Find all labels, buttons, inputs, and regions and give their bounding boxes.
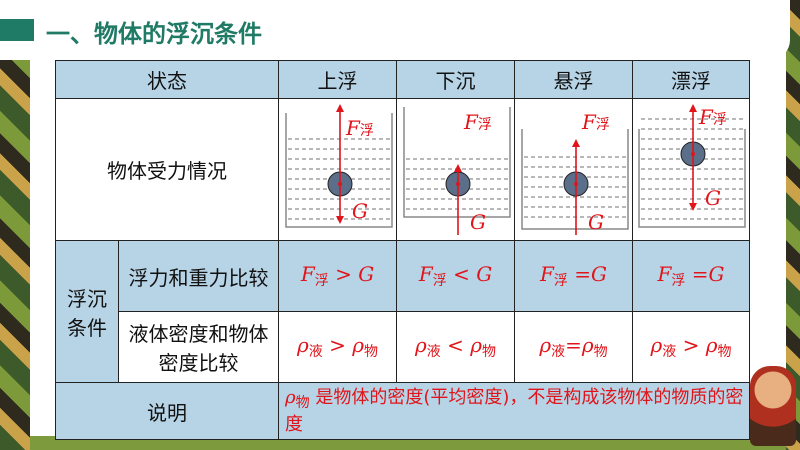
buoyancy-label: F浮 (581, 110, 610, 134)
force-expr: F浮 =G (540, 262, 607, 289)
compare-density-label: 液体密度和物体密度比较 (118, 311, 279, 383)
header-rise: 上浮 (278, 60, 397, 99)
gravity-label: G (470, 210, 486, 234)
diagram-float: F浮 G (632, 98, 750, 241)
rho-symbol: ρ (285, 386, 296, 408)
buoyancy-label: F浮 (345, 116, 374, 140)
buoyancy-table: 状态 上浮 下沉 悬浮 漂浮 物体受力情况 F浮 G F浮 G F浮 G F浮 G 浮沉… (55, 60, 750, 440)
density-expr: ρ液 > ρ物 (650, 333, 732, 360)
density-expr: ρ液=ρ物 (539, 333, 608, 360)
compare-force-rise: F浮 > G (278, 240, 397, 312)
density-expr: ρ液 > ρ物 (297, 333, 378, 360)
force-expr: F浮 =G (657, 262, 725, 289)
note-text: ρ物 是物体的密度(平均密度)，不是构成该物体的物质的密度 (278, 382, 750, 440)
note-row: 说明 ρ物 是物体的密度(平均密度)，不是构成该物体的物质的密度 (55, 382, 750, 440)
header-suspend: 悬浮 (514, 60, 633, 99)
force-row: 物体受力情况 F浮 G F浮 G F浮 G F浮 G (55, 98, 750, 257)
header-row: 状态 上浮 下沉 悬浮 漂浮 (55, 60, 750, 99)
condition-group-label: 浮沉条件 (55, 240, 119, 383)
gravity-label: G (588, 210, 604, 234)
note-body: 是物体的密度(平均密度)，不是构成该物体的物质的密度 (285, 386, 744, 435)
compare-density-float: ρ液 > ρ物 (632, 311, 750, 383)
force-expr: F浮 < G (418, 262, 493, 289)
diagram-rise: F浮 G (278, 98, 397, 241)
cartoon-character (750, 366, 796, 446)
compare-force-suspend: F浮 =G (514, 240, 633, 312)
compare-density-suspend: ρ液=ρ物 (514, 311, 633, 383)
buoyancy-label: F浮 (463, 110, 492, 134)
rho-sub: 物 (295, 394, 310, 411)
title-marker (0, 19, 34, 41)
diagram-sink: F浮 G (396, 98, 515, 247)
compare-force-sink: F浮 < G (396, 240, 515, 312)
force-row-label: 物体受力情况 (55, 98, 279, 241)
compare-density-row: 液体密度和物体密度比较 ρ液 > ρ物 ρ液 < ρ物 ρ液=ρ物 ρ液 > ρ… (55, 311, 750, 383)
compare-force-row: 浮沉条件 浮力和重力比较 F浮 > G F浮 < G F浮 =G F浮 =G (55, 240, 750, 383)
diagram-suspend: F浮 G (514, 98, 633, 257)
force-expr: F浮 > G (300, 262, 375, 289)
gravity-label: G (352, 199, 368, 223)
grass-strip (30, 436, 786, 450)
gravity-label: G (705, 186, 721, 210)
compare-density-sink: ρ液 < ρ物 (396, 311, 515, 383)
header-state: 状态 (55, 60, 279, 99)
header-float: 漂浮 (632, 60, 750, 99)
slide-header (0, 0, 790, 60)
page-title: 一、物体的浮沉条件 (46, 20, 262, 48)
density-expr: ρ液 < ρ物 (415, 333, 496, 360)
compare-force-float: F浮 =G (632, 240, 750, 312)
compare-density-rise: ρ液 > ρ物 (278, 311, 397, 383)
header-sink: 下沉 (396, 60, 515, 99)
buoyancy-label: F浮 (698, 105, 727, 129)
compare-force-label: 浮力和重力比较 (118, 240, 279, 312)
note-label: 说明 (55, 382, 279, 440)
